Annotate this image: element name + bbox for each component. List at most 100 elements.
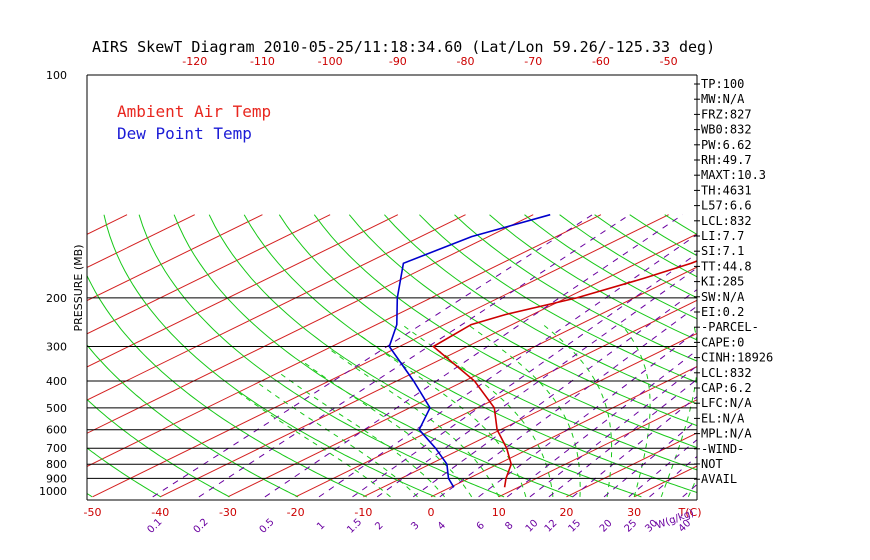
dry-adiabat-line <box>278 214 697 471</box>
stat-item: FRZ:827 <box>701 107 752 121</box>
top-temp-tick-label: -50 <box>660 55 678 68</box>
pressure-tick-label: 1000 <box>39 485 67 498</box>
pressure-tick-label: 100 <box>46 69 67 82</box>
dry-adiabat-line <box>87 344 299 498</box>
stat-item: CAPE:0 <box>701 335 744 349</box>
dry-adiabat-line <box>384 214 697 405</box>
isotherm-line <box>92 214 669 498</box>
moist-adiabat-line <box>328 348 500 498</box>
moist-adiabat-line <box>542 324 613 497</box>
pressure-tick-label: 800 <box>46 458 67 471</box>
stat-item: MPL:N/A <box>701 427 752 441</box>
dry-adiabat-line <box>0 215 24 497</box>
top-temp-tick-label: -120 <box>182 55 207 68</box>
dry-adiabat-line <box>87 398 230 498</box>
mixing-ratio-line <box>152 214 593 498</box>
mixing-ratio-line <box>264 214 683 498</box>
bottom-temp-tick-label: -30 <box>219 506 237 519</box>
mixing-ratio-label: 1 <box>315 520 327 532</box>
dry-adiabat-line <box>173 214 573 498</box>
top-temp-tick-label: -90 <box>389 55 407 68</box>
moist-adiabat-line <box>660 324 697 498</box>
stat-item: KI:285 <box>701 275 744 289</box>
moist-adiabat-line <box>279 372 445 498</box>
moist-adiabat-line <box>238 392 391 498</box>
bottom-temp-tick-label: -50 <box>84 506 102 519</box>
mixing-ratio-line <box>478 330 697 498</box>
chart-grid <box>0 214 870 498</box>
legend-air-temp: Ambient Air Temp <box>117 102 271 121</box>
mixing-ratio-label: 25 <box>623 518 640 535</box>
moist-adiabat-line <box>467 324 581 497</box>
mixing-ratio-label: 3 <box>409 520 421 532</box>
stat-item: CINH:18926 <box>701 351 773 365</box>
bottom-temp-tick-label: -40 <box>151 506 169 519</box>
pressure-tick-label: 500 <box>46 402 67 415</box>
top-temp-tick-label: -60 <box>592 55 610 68</box>
mixing-ratio-label: 1.5 <box>345 517 364 536</box>
stat-item: TH:4631 <box>701 183 752 197</box>
stat-item: TP:100 <box>701 77 744 91</box>
stat-item: EI:0.2 <box>701 305 744 319</box>
bottom-temp-tick-label: 20 <box>559 506 573 519</box>
isotherm-line <box>87 214 399 368</box>
mixing-ratio-label: 4 <box>436 520 448 532</box>
stat-item: WB0:832 <box>701 123 752 137</box>
stat-item: EL:N/A <box>701 411 745 425</box>
top-temp-tick-label: -80 <box>457 55 475 68</box>
moist-adiabat-line <box>401 324 554 497</box>
bottom-temp-tick-label: 0 <box>428 506 435 519</box>
dry-adiabat-line <box>313 214 697 449</box>
pressure-tick-label: 900 <box>46 472 67 485</box>
mixing-ratio-label: 20 <box>598 518 615 535</box>
mixing-ratio-line <box>529 365 697 498</box>
mixing-ratio-label: 0.2 <box>192 517 211 536</box>
stat-item: L57:6.6 <box>701 199 752 213</box>
mixing-ratio-line <box>352 252 697 498</box>
moist-adiabat-line <box>621 324 651 498</box>
bottom-temp-tick-label: 30 <box>627 506 641 519</box>
stat-item: CAP:6.2 <box>701 381 752 395</box>
stat-item: SW:N/A <box>701 290 745 304</box>
chart-legend: Ambient Air Temp Dew Point Temp <box>117 102 271 143</box>
stat-item: LCL:832 <box>701 214 752 228</box>
bottom-temp-tick-label: 10 <box>492 506 506 519</box>
bottom-temp-tick-label: -20 <box>287 506 305 519</box>
isotherm-line <box>87 214 602 467</box>
mixing-ratio-label: 10 <box>524 518 541 535</box>
isotherm-line <box>498 399 697 498</box>
dry-adiabat-line <box>208 214 642 498</box>
stat-item: NOT <box>701 457 723 471</box>
stat-item: LFC:N/A <box>701 396 752 410</box>
dry-adiabat-line <box>770 215 870 497</box>
stat-item: -WIND- <box>701 442 744 456</box>
stat-item: SI:7.1 <box>701 244 744 258</box>
mixing-ratio-label: 8 <box>503 520 515 532</box>
dry-adiabat-line <box>103 214 436 498</box>
isotherm-line <box>87 214 331 335</box>
mixing-ratio-label: 6 <box>475 520 487 532</box>
pressure-tick-label: 600 <box>46 424 67 437</box>
stat-item: RH:49.7 <box>701 153 752 167</box>
mixing-ratio-line <box>572 395 697 498</box>
mixing-ratio-label: 2 <box>373 520 385 532</box>
dry-adiabat-line <box>489 214 697 341</box>
dry-adiabat-line <box>419 214 697 383</box>
mixing-ratio-line <box>506 349 697 498</box>
dry-adiabat-line <box>243 214 697 494</box>
isotherm-line <box>770 215 870 497</box>
dry-adiabat-line <box>805 215 870 497</box>
mixing-ratio-line <box>548 378 697 498</box>
stat-item: TT:44.8 <box>701 259 752 273</box>
pressure-tick-label: 200 <box>46 292 67 305</box>
stat-item: PW:6.62 <box>701 138 752 152</box>
top-temp-tick-label: -110 <box>250 55 275 68</box>
mixing-ratio-label: 12 <box>543 518 560 535</box>
mixing-ratio-line <box>198 214 630 498</box>
stat-item: LI:7.7 <box>701 229 744 243</box>
pressure-tick-label: 400 <box>46 375 67 388</box>
dry-adiabat-line <box>87 274 368 498</box>
isotherm-line <box>363 332 697 498</box>
